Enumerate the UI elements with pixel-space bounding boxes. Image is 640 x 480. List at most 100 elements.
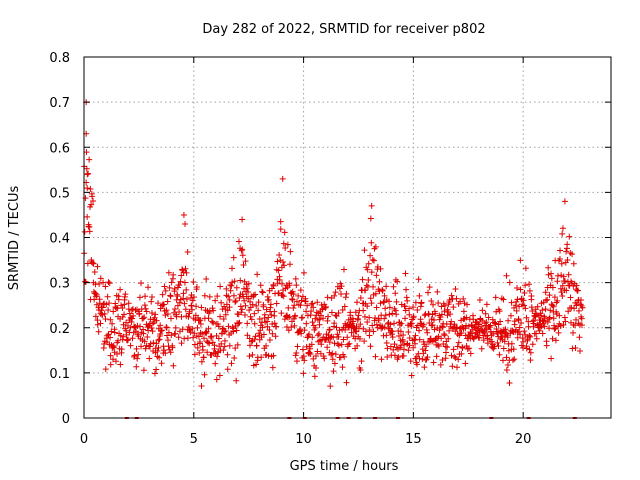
- data-point: [497, 318, 504, 325]
- data-point: [429, 321, 436, 328]
- data-point: [142, 345, 149, 352]
- data-point: [153, 366, 160, 373]
- data-point: [448, 292, 455, 299]
- data-point: [545, 264, 552, 271]
- data-point: [406, 342, 413, 349]
- data-point: [136, 310, 143, 317]
- data-point: [318, 302, 325, 309]
- data-point: [178, 313, 185, 320]
- data-point: [157, 305, 164, 312]
- data-point: [277, 226, 284, 233]
- data-point: [277, 218, 284, 225]
- data-point: [369, 256, 376, 263]
- data-point: [333, 324, 340, 331]
- data-point: [334, 331, 341, 338]
- data-point: [381, 324, 388, 331]
- data-point: [543, 342, 550, 349]
- data-point: [191, 351, 198, 358]
- data-point: [220, 347, 227, 354]
- data-point: [522, 265, 529, 272]
- data-point: [136, 294, 143, 301]
- data-point: [187, 329, 194, 336]
- data-point: [252, 291, 259, 298]
- data-point: [137, 323, 144, 330]
- data-point: [489, 316, 496, 323]
- data-point: [483, 319, 490, 326]
- data-point: [181, 279, 188, 286]
- data-point: [265, 296, 272, 303]
- y-tick-label: 0.3: [49, 277, 70, 292]
- data-point: [148, 325, 155, 332]
- data-point: [527, 333, 534, 340]
- data-point: [273, 300, 280, 307]
- data-point: [391, 341, 398, 348]
- data-point: [556, 255, 563, 262]
- data-point: [360, 325, 367, 332]
- data-point: [316, 330, 323, 337]
- data-point: [383, 283, 390, 290]
- data-point: [182, 265, 189, 272]
- data-point: [389, 328, 396, 335]
- data-point: [145, 284, 152, 291]
- data-point: [89, 193, 96, 200]
- data-point: [560, 322, 567, 329]
- data-point: [338, 291, 345, 298]
- data-point: [142, 293, 149, 300]
- data-point: [373, 321, 380, 328]
- data-point: [320, 315, 327, 322]
- data-point: [140, 330, 147, 337]
- data-point: [566, 233, 573, 240]
- data-point: [503, 272, 510, 279]
- data-point: [548, 355, 555, 362]
- data-point: [508, 340, 515, 347]
- x-axis-label: GPS time / hours: [290, 459, 399, 474]
- data-point: [190, 278, 197, 285]
- data-point: [364, 266, 371, 273]
- data-point: [309, 334, 316, 341]
- data-point: [368, 239, 375, 246]
- data-point: [269, 364, 276, 371]
- data-point: [421, 364, 428, 371]
- data-point: [138, 343, 145, 350]
- data-point: [561, 198, 568, 205]
- data-point: [513, 307, 520, 314]
- data-point: [141, 338, 148, 345]
- data-point: [527, 357, 534, 364]
- data-point: [241, 297, 248, 304]
- data-point: [232, 323, 239, 330]
- data-point: [552, 337, 559, 344]
- data-point: [168, 332, 175, 339]
- data-point: [285, 327, 292, 334]
- data-point: [395, 332, 402, 339]
- data-point: [83, 165, 90, 172]
- data-point: [455, 356, 462, 363]
- data-point: [448, 352, 455, 359]
- data-point: [92, 290, 99, 297]
- data-point: [548, 275, 555, 282]
- data-point: [464, 345, 471, 352]
- data-point: [183, 269, 190, 276]
- data-point: [365, 277, 372, 284]
- data-point: [154, 347, 161, 354]
- data-point: [107, 361, 114, 368]
- data-point: [271, 320, 278, 327]
- data-point: [340, 266, 347, 273]
- data-point: [176, 281, 183, 288]
- data-point: [336, 327, 343, 334]
- data-point: [335, 310, 342, 317]
- data-point: [205, 325, 212, 332]
- data-point: [498, 334, 505, 341]
- data-point: [220, 325, 227, 332]
- data-point: [294, 343, 301, 350]
- data-point: [226, 297, 233, 304]
- data-point: [452, 286, 459, 293]
- data-point: [408, 372, 415, 379]
- data-point: [326, 339, 333, 346]
- data-point: [339, 306, 346, 313]
- data-point: [144, 334, 151, 341]
- data-point: [255, 307, 262, 314]
- data-point: [129, 315, 136, 322]
- data-point: [249, 301, 256, 308]
- data-point: [401, 303, 408, 310]
- data-point: [226, 304, 233, 311]
